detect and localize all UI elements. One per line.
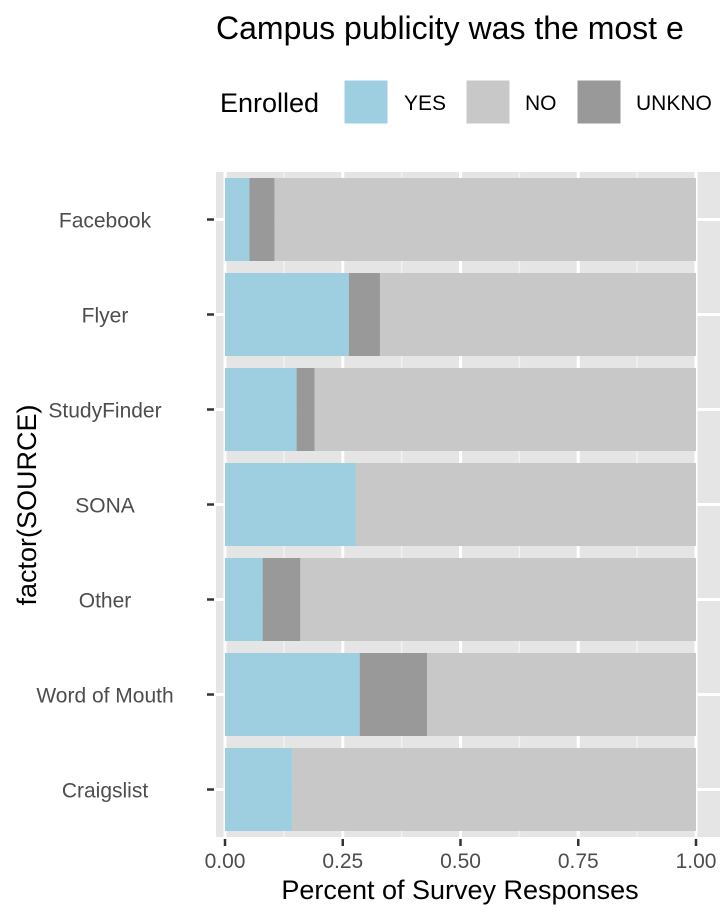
bar-flyer-unkno — [348, 273, 380, 356]
bar-other-yes — [225, 558, 263, 641]
bar-flyer-yes — [225, 273, 349, 356]
y-tick-label: Flyer — [82, 305, 129, 328]
y-axis: Facebook Flyer StudyFinder SONA Other Word of… — [36, 210, 214, 803]
bar-studyfinder-yes — [225, 368, 297, 451]
legend-key-no — [465, 79, 511, 125]
y-tick-label: StudyFinder — [48, 400, 161, 423]
bar-sona-no — [355, 463, 696, 546]
bars — [225, 178, 696, 831]
bar-word-of-mouth-no — [427, 653, 696, 736]
legend-label-no: NO — [525, 92, 557, 115]
legend-title: Enrolled — [220, 88, 319, 118]
chart-title: Campus publicity was the most e — [216, 10, 684, 46]
y-tick-label: Facebook — [59, 210, 152, 233]
x-tick-label: 0.00 — [205, 850, 246, 873]
bar-studyfinder-no — [314, 368, 696, 451]
bar-studyfinder-unkno — [296, 368, 315, 451]
bar-other-unkno — [262, 558, 301, 641]
bar-craigslist-no — [292, 748, 696, 831]
bar-other-no — [300, 558, 696, 641]
x-tick-label: 0.50 — [440, 850, 481, 873]
bar-flyer-no — [379, 273, 696, 356]
bar-sona-yes — [225, 463, 356, 546]
legend-label-unkno: UNKNO — [636, 92, 712, 115]
legend: YES NO UNKNO — [343, 79, 712, 125]
y-tick-label: Craigslist — [62, 780, 149, 803]
bar-facebook-unkno — [249, 178, 275, 261]
bar-facebook-yes — [225, 178, 250, 261]
y-axis-title: factor(SOURCE) — [12, 404, 42, 605]
x-axis-title: Percent of Survey Responses — [281, 875, 638, 905]
legend-key-yes — [343, 79, 389, 125]
x-axis: 0.00 0.25 0.50 0.75 1.00 — [205, 839, 717, 873]
bar-facebook-no — [274, 178, 696, 261]
legend-key-unkno — [576, 79, 622, 125]
y-tick-label: SONA — [75, 495, 135, 518]
y-tick-label: Other — [79, 590, 132, 613]
bar-word-of-mouth-yes — [225, 653, 360, 736]
bar-word-of-mouth-unkno — [359, 653, 428, 736]
legend-label-yes: YES — [404, 92, 446, 115]
bar-craigslist-yes — [225, 748, 293, 831]
x-tick-label: 1.00 — [676, 850, 717, 873]
x-tick-label: 0.75 — [558, 850, 599, 873]
x-tick-label: 0.25 — [322, 850, 363, 873]
y-tick-label: Word of Mouth — [36, 685, 173, 708]
